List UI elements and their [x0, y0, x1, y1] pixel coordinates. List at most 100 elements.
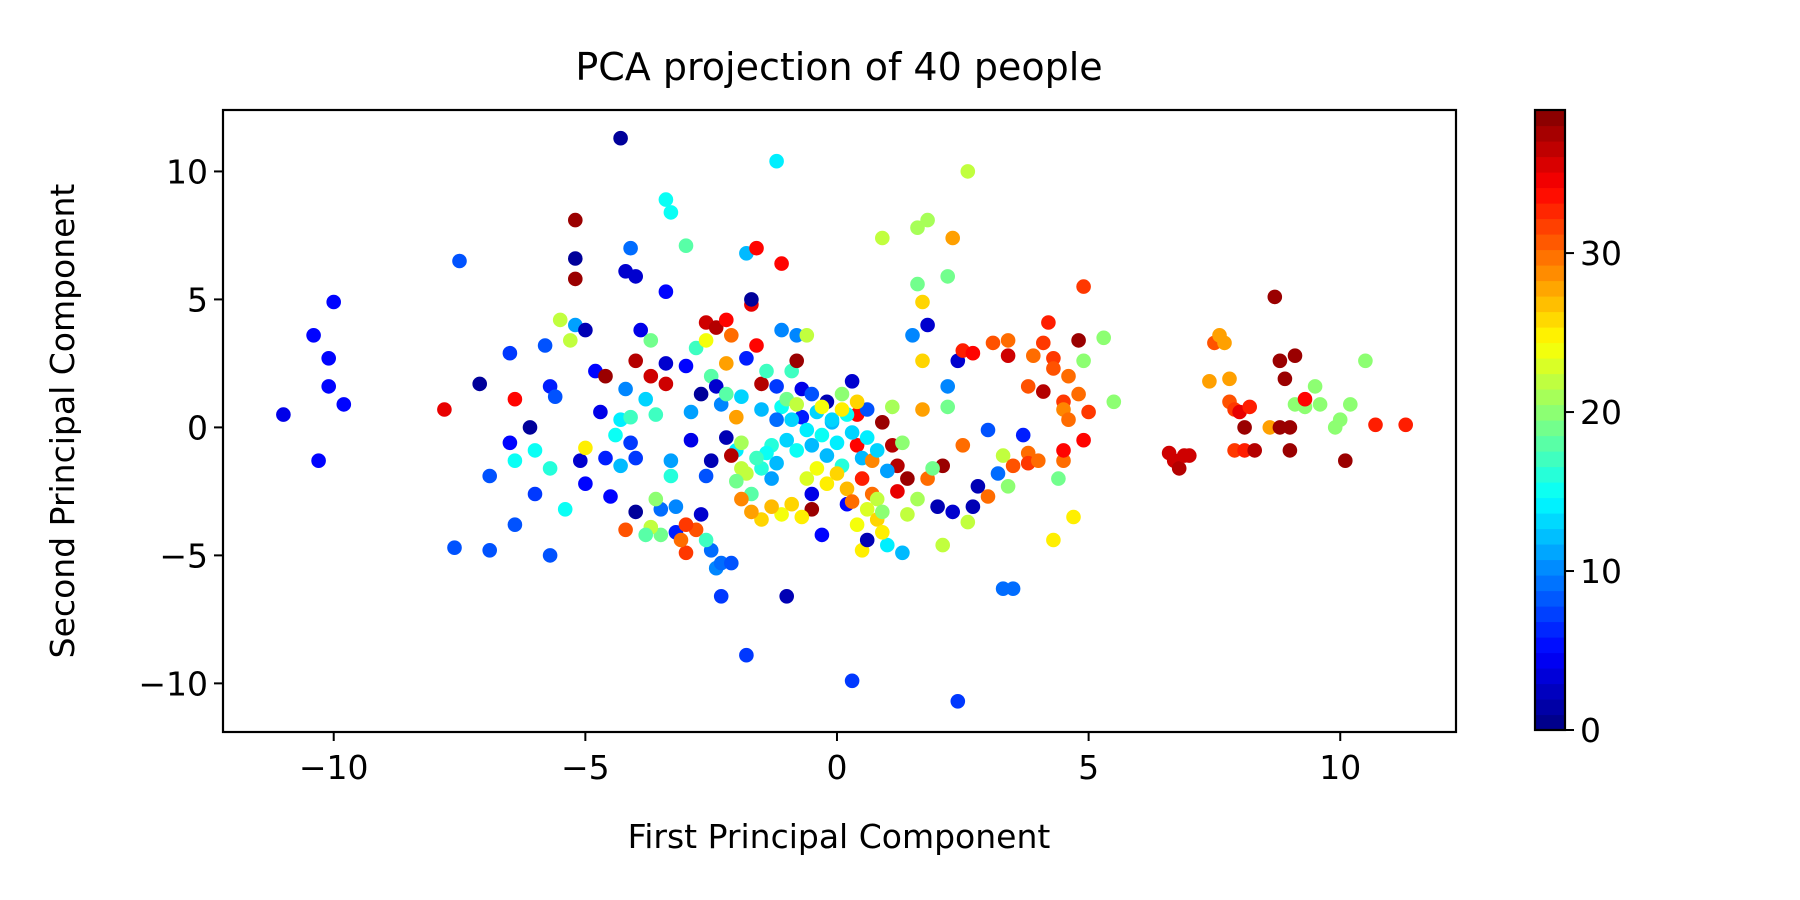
scatter-point-250	[799, 471, 815, 486]
scatter-point-141	[950, 694, 966, 709]
scatter-point-211	[1277, 371, 1293, 387]
scatter-point-251	[809, 461, 825, 476]
scatter-point-74	[713, 589, 729, 604]
colorbar-segment	[1535, 234, 1565, 251]
scatter-point-75	[719, 312, 734, 328]
scatter-point-256	[784, 496, 799, 512]
scatter-point-272	[754, 402, 769, 417]
scatter-point-266	[854, 471, 870, 486]
scatter-point-72	[708, 320, 724, 335]
scatter-point-303	[648, 491, 664, 507]
scatter-point-16	[507, 453, 523, 469]
scatter-point-236	[829, 435, 845, 451]
scatter-point-163	[1020, 445, 1036, 461]
scatter-point-124	[900, 471, 915, 486]
scatter-point-269	[724, 448, 739, 463]
scatter-point-200	[1227, 443, 1242, 458]
scatter-point-283	[885, 399, 900, 415]
scatter-point-20	[527, 443, 543, 458]
scatter-point-57	[658, 284, 674, 300]
scatter-point-106	[834, 386, 850, 402]
scatter-point-307	[608, 427, 623, 443]
scatter-point-218	[1307, 379, 1323, 394]
scatter-point-217	[1297, 391, 1313, 407]
scatter-point-45	[628, 269, 643, 284]
scatter-point-36	[578, 476, 593, 492]
scatter-point-203	[1237, 443, 1252, 458]
scatter-point-147	[965, 499, 981, 514]
scatter-point-26	[552, 312, 568, 328]
scatter-point-8	[452, 253, 467, 269]
scatter-point-173	[1051, 471, 1066, 486]
scatter-point-25	[547, 389, 563, 405]
scatter-point-14	[502, 435, 518, 451]
scatter-point-265	[875, 525, 890, 540]
scatter-point-152	[985, 335, 1001, 351]
scatter-point-17	[507, 517, 523, 532]
colorbar-segment	[1535, 172, 1565, 189]
scatter-point-156	[1000, 479, 1016, 494]
scatter-point-101	[804, 486, 820, 502]
colorbar-segment	[1535, 187, 1565, 204]
scatter-point-77	[724, 328, 739, 343]
scatter-point-290	[698, 468, 714, 484]
scatter-point-153	[990, 466, 1006, 481]
colorbar-segment	[1535, 621, 1565, 638]
scatter-point-248	[734, 435, 749, 451]
scatter-point-127	[910, 220, 925, 235]
scatter-point-48	[623, 435, 638, 451]
y-tick-label: −10	[138, 664, 208, 703]
scatter-point-233	[814, 427, 830, 443]
scatter-point-86	[749, 338, 764, 353]
scatter-point-155	[995, 581, 1011, 596]
scatter-point-32	[568, 271, 583, 287]
x-tick-label: −5	[561, 748, 610, 787]
scatter-point-151	[980, 489, 996, 504]
scatter-point-304	[628, 450, 643, 466]
scatter-point-226	[1398, 417, 1413, 433]
scatter-point-302	[663, 453, 679, 469]
colorbar-segment	[1535, 203, 1565, 220]
scatter-point-84	[744, 292, 759, 307]
colorbar-segment	[1535, 311, 1565, 328]
scatter-point-239	[844, 425, 860, 440]
scatter-point-78	[729, 409, 744, 425]
scatter-point-24	[542, 548, 558, 563]
scatter-point-310	[643, 368, 659, 384]
scatter-point-185	[1076, 279, 1091, 294]
scatter-point-6	[336, 397, 352, 412]
scatter-point-76	[719, 356, 734, 371]
colorbar-segment	[1535, 141, 1565, 158]
colorbar-segment	[1535, 404, 1565, 421]
scatter-point-146	[960, 514, 976, 530]
scatter-point-132	[920, 317, 935, 333]
scatter-point-65	[683, 432, 699, 448]
scatter-point-38	[593, 404, 608, 420]
colorbar-segment	[1535, 280, 1565, 297]
scatter-point-162	[1020, 379, 1036, 394]
scatter-point-249	[729, 473, 744, 489]
scatter-point-44	[623, 240, 638, 256]
scatter-point-306	[598, 450, 613, 466]
scatter-point-94	[779, 589, 794, 604]
x-tick-label: 0	[826, 748, 847, 787]
scatter-point-214	[1287, 348, 1303, 364]
scatter-point-308	[618, 381, 633, 397]
scatter-point-231	[804, 438, 820, 453]
colorbar-segment	[1535, 637, 1565, 654]
scatter-point-279	[849, 394, 865, 410]
colorbar-segment	[1535, 389, 1565, 406]
scatter-point-298	[673, 532, 689, 548]
scatter-points	[276, 130, 1413, 709]
scatter-point-175	[1056, 443, 1071, 458]
scatter-point-172	[1046, 532, 1061, 548]
colorbar-segment	[1535, 482, 1565, 499]
scatter-point-64	[683, 404, 699, 420]
x-tick-label: −10	[299, 748, 369, 787]
colorbar-segment	[1535, 606, 1565, 623]
scatter-point-191	[1171, 461, 1187, 476]
scatter-point-34	[578, 440, 593, 456]
scatter-point-97	[789, 353, 804, 369]
scatter-point-223	[1343, 397, 1358, 412]
colorbar-segment	[1535, 683, 1565, 700]
